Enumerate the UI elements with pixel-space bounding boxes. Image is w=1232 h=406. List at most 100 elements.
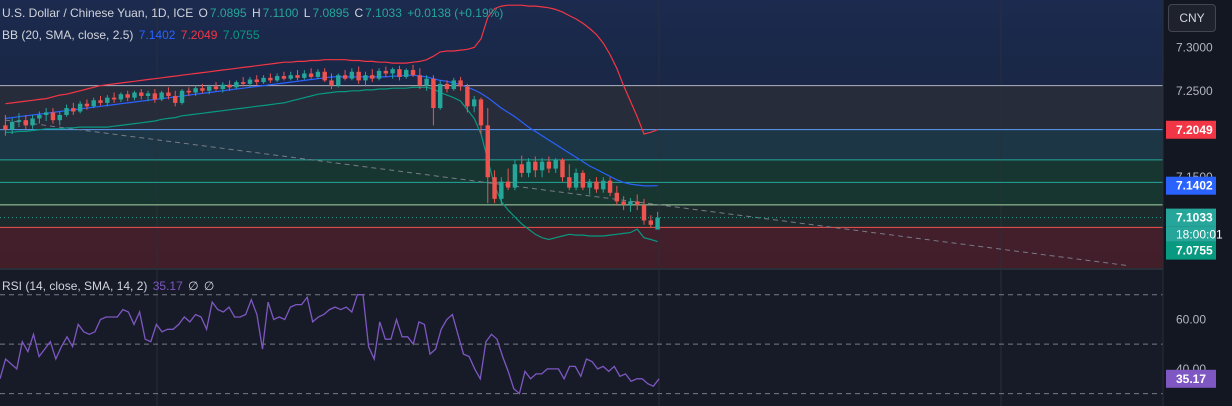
candle-body	[614, 192, 620, 202]
open-label: O	[198, 6, 208, 20]
candle-body	[533, 161, 538, 171]
candle-body	[9, 121, 15, 130]
symbol-legend[interactable]: U.S. Dollar / Chinese Yuan, 1D, ICE O 7.0…	[2, 6, 505, 20]
candle-body	[431, 78, 436, 109]
rsi-value-tag-label: 35.17	[1176, 372, 1206, 386]
bb-lower-line	[5, 86, 658, 243]
candle-body	[240, 82, 246, 84]
candle-body	[648, 220, 654, 225]
candle-body	[145, 93, 151, 96]
price-tag-bb_upper	[1166, 120, 1216, 139]
candle-body	[546, 161, 552, 169]
rsi-pane-background	[0, 270, 1163, 406]
currency-button[interactable]: CNY	[1168, 4, 1216, 32]
price-tag-label: 7.1033	[1176, 211, 1213, 225]
candle-body	[302, 73, 307, 78]
candle-body	[499, 181, 504, 199]
candle-body	[349, 71, 355, 79]
change-value: +0.0138 (+0.19%)	[407, 6, 504, 20]
candle-body	[234, 82, 239, 88]
candle-body	[159, 92, 164, 100]
candle-body	[125, 94, 130, 98]
candle-body	[308, 73, 314, 77]
candle-body	[118, 94, 124, 100]
candle-body	[329, 80, 334, 86]
price-tag-bb_lower	[1166, 241, 1216, 260]
candle-body	[281, 76, 287, 79]
candle-body	[247, 79, 253, 84]
rsi-tick-label: 60.00	[1176, 312, 1206, 326]
low-value: 7.0895	[312, 6, 350, 20]
candle-body	[512, 164, 518, 188]
candle-body	[641, 204, 647, 221]
candle-body	[397, 69, 402, 77]
price-axis-background	[1163, 0, 1232, 406]
price-tag-label: 7.1402	[1176, 179, 1213, 193]
candle-body	[492, 177, 497, 199]
rsi-value: 35.17	[152, 279, 183, 293]
candle-body	[288, 75, 293, 79]
candle-body	[84, 103, 90, 107]
candle-body	[567, 177, 572, 188]
candle-body	[458, 80, 463, 87]
candle-body	[404, 70, 409, 77]
low-label: L	[303, 6, 311, 20]
rsi-legend[interactable]: RSI (14, close, SMA, 14, 2) 35.17 ∅ ∅	[2, 279, 216, 293]
price-tag-last	[1166, 208, 1216, 227]
candle-body	[274, 76, 280, 81]
rsi-ma1: ∅	[188, 279, 199, 293]
price-tag-label: 7.0755	[1176, 244, 1213, 258]
candle-body	[526, 161, 531, 173]
candle-body	[152, 93, 158, 100]
candle-body	[111, 97, 117, 100]
candle-body	[207, 86, 212, 91]
candle-body	[16, 120, 22, 122]
candle-body	[621, 201, 626, 205]
candle-body	[363, 75, 368, 81]
candle-body	[268, 77, 273, 81]
candle-body	[417, 75, 423, 86]
price-zone-1	[0, 129, 1163, 160]
price-tag-label: 7.2049	[1176, 123, 1213, 137]
candle-body	[98, 100, 103, 103]
close-label: C	[354, 6, 364, 20]
candle-body	[356, 71, 361, 81]
candle-body	[553, 159, 558, 169]
bb-label: BB (20, SMA, close, 2.5)	[2, 28, 134, 42]
bb-upper-line	[5, 4, 658, 135]
candle-body	[227, 84, 232, 88]
price-tick-label: 7.3000	[1176, 41, 1213, 55]
candle-body	[200, 88, 205, 91]
candle-body	[57, 114, 62, 121]
price-zone-3	[0, 204, 1163, 228]
candle-body	[485, 125, 490, 178]
open-value: 7.0895	[209, 6, 247, 20]
price-zone-0	[0, 85, 1163, 130]
candle-body	[336, 75, 341, 86]
countdown-tag	[1166, 226, 1216, 242]
candle-body	[139, 92, 144, 96]
candle-body	[220, 84, 226, 90]
candle-body	[478, 99, 484, 126]
bb-legend[interactable]: BB (20, SMA, close, 2.5) 7.1402 7.2049 7…	[2, 28, 262, 42]
candle-body	[655, 217, 660, 230]
rsi-line	[0, 294, 660, 395]
currency-label: CNY	[1179, 11, 1205, 25]
candle-body	[465, 86, 470, 107]
candle-body	[50, 112, 56, 121]
candle-body	[322, 71, 327, 81]
rsi-ma2: ∅	[203, 279, 215, 293]
rsi-value-tag	[1166, 369, 1216, 388]
candle-body	[295, 75, 300, 78]
candle-body	[390, 69, 395, 74]
candle-body	[315, 71, 321, 77]
candle-body	[173, 95, 178, 103]
high-value: 7.1100	[262, 6, 299, 20]
candle-body	[437, 83, 443, 109]
candle-body	[594, 181, 599, 190]
candle-body	[30, 118, 35, 126]
candle-body	[628, 201, 633, 205]
close-value: 7.1033	[365, 6, 402, 20]
